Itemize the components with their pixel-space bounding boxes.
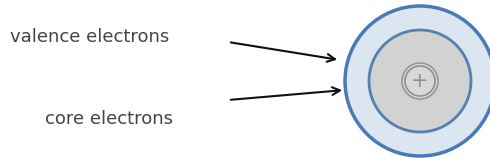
- Text: core electrons: core electrons: [45, 110, 173, 128]
- Text: +: +: [411, 71, 429, 91]
- Circle shape: [402, 63, 438, 99]
- Circle shape: [345, 6, 490, 156]
- Text: valence electrons: valence electrons: [10, 28, 169, 46]
- Circle shape: [369, 30, 471, 132]
